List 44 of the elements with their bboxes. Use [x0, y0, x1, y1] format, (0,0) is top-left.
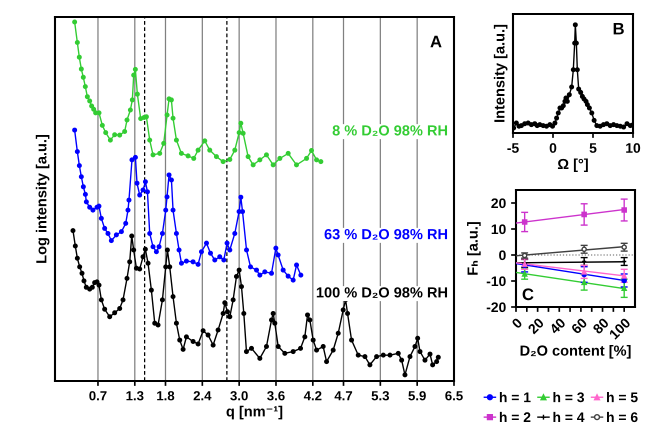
x-tick-label: 0 [550, 143, 556, 153]
legend-label: h = 2 [500, 412, 530, 422]
x-axis-title: q [nm⁻¹] [226, 406, 282, 420]
text: 63 % D₂O 98% RH [324, 228, 448, 240]
x-tick-label: 5.3 [372, 391, 390, 400]
x-tick-label: 20 [527, 317, 544, 335]
series-label: 100 % D₂O 98% RH [316, 287, 448, 298]
y-tick-label: -10 [486, 276, 506, 286]
series-label: 8 % D₂O 98% RH [332, 125, 448, 136]
x-tick-label: 2.4 [194, 391, 212, 400]
x-axis-title: D₂O content [%] [520, 345, 631, 359]
x-tick-label: 0.7 [89, 391, 107, 400]
y-tick-label: 10 [492, 224, 506, 234]
x-tick-label: 1.8 [157, 391, 174, 400]
legend-label: h = 1 [500, 392, 531, 402]
y-axis-title: Fₕ [a.u.] [467, 222, 481, 275]
annotation: C [522, 288, 534, 300]
y-axis-title: Intensity [a.u.] [494, 24, 508, 122]
x-tick-label: 5 [590, 143, 596, 153]
x-tick-label: 80 [592, 317, 610, 335]
y-tick-label: 20 [491, 198, 506, 208]
x-tick-label: 5.9 [408, 391, 426, 400]
x-tick-label: 4.7 [334, 391, 352, 400]
x-tick-label: 60 [570, 317, 588, 334]
x-tick-label: 3.6 [267, 391, 285, 400]
x-tick-label: 6.5 [445, 391, 463, 400]
y-tick-label: -20 [486, 302, 506, 312]
x-axis-title: Ω [°] [558, 158, 588, 172]
y-tick-label: 0 [499, 250, 506, 260]
x-tick-label: 100 [608, 317, 631, 340]
legend-label: h = 4 [553, 412, 584, 422]
x-tick-label: 10 [626, 143, 640, 153]
x-tick-label: 4.2 [304, 391, 322, 400]
annotation: B [614, 22, 624, 34]
annotation: A [430, 36, 442, 48]
x-tick-label: 3.0 [230, 391, 248, 400]
y-axis-title: Log intensity [a.u.] [36, 135, 50, 263]
legend-label: h = 6 [607, 412, 638, 422]
x-tick-label: 0 [511, 317, 523, 330]
legend-label: h = 5 [607, 392, 638, 402]
x-tick-label: 1.3 [126, 391, 144, 400]
legend-label: h = 3 [553, 392, 584, 402]
x-tick-label: 40 [548, 317, 566, 335]
x-tick-label: -5 [507, 143, 519, 153]
